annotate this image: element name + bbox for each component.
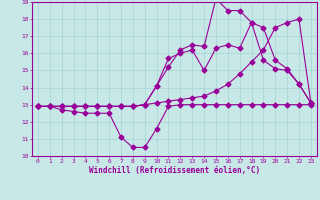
X-axis label: Windchill (Refroidissement éolien,°C): Windchill (Refroidissement éolien,°C) — [89, 166, 260, 175]
